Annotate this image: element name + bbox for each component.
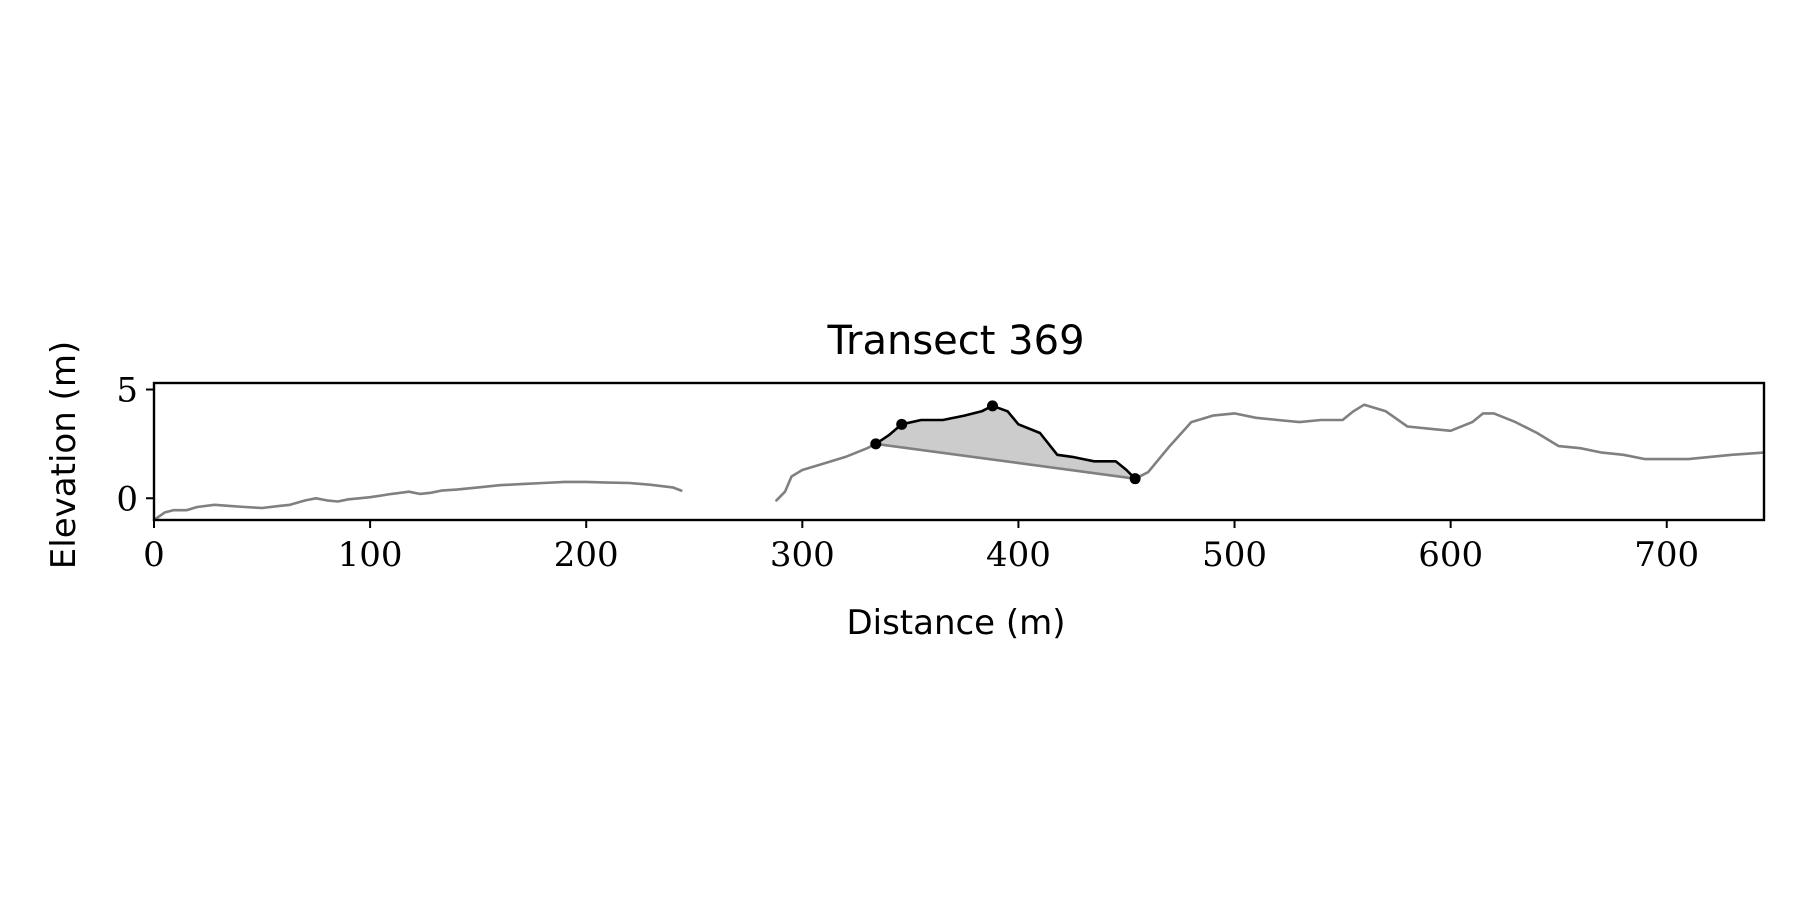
axes-frame bbox=[152, 381, 1766, 522]
dune-point-marker bbox=[986, 400, 998, 412]
x-tick-label: 0 bbox=[143, 535, 165, 575]
x-tick-label: 400 bbox=[986, 535, 1051, 575]
elevation-profile-line bbox=[152, 480, 683, 522]
x-tick-label: 700 bbox=[1634, 535, 1699, 575]
x-axis-label: Distance (m) bbox=[846, 603, 1065, 643]
dune-profile-line bbox=[874, 404, 1137, 481]
dune-point-marker bbox=[870, 438, 882, 450]
x-tick-label: 600 bbox=[1418, 535, 1483, 575]
x-tick-label: 100 bbox=[338, 535, 403, 575]
y-tick-label: 5 bbox=[116, 371, 138, 411]
x-tick-label: 500 bbox=[1202, 535, 1267, 575]
dune-point-marker bbox=[896, 418, 908, 430]
chart-title: Transect 369 bbox=[826, 318, 1084, 364]
x-tick-label: 200 bbox=[554, 535, 619, 575]
plot-area: 0 100 200 300 400 500 600 700 0 5 bbox=[116, 371, 1766, 575]
dune-area-fill bbox=[875, 405, 1136, 479]
dune-point-marker bbox=[1129, 473, 1141, 485]
y-tick-label: 0 bbox=[116, 479, 138, 519]
y-axis-label: Elevation (m) bbox=[44, 341, 84, 569]
x-tick-label: 300 bbox=[770, 535, 835, 575]
